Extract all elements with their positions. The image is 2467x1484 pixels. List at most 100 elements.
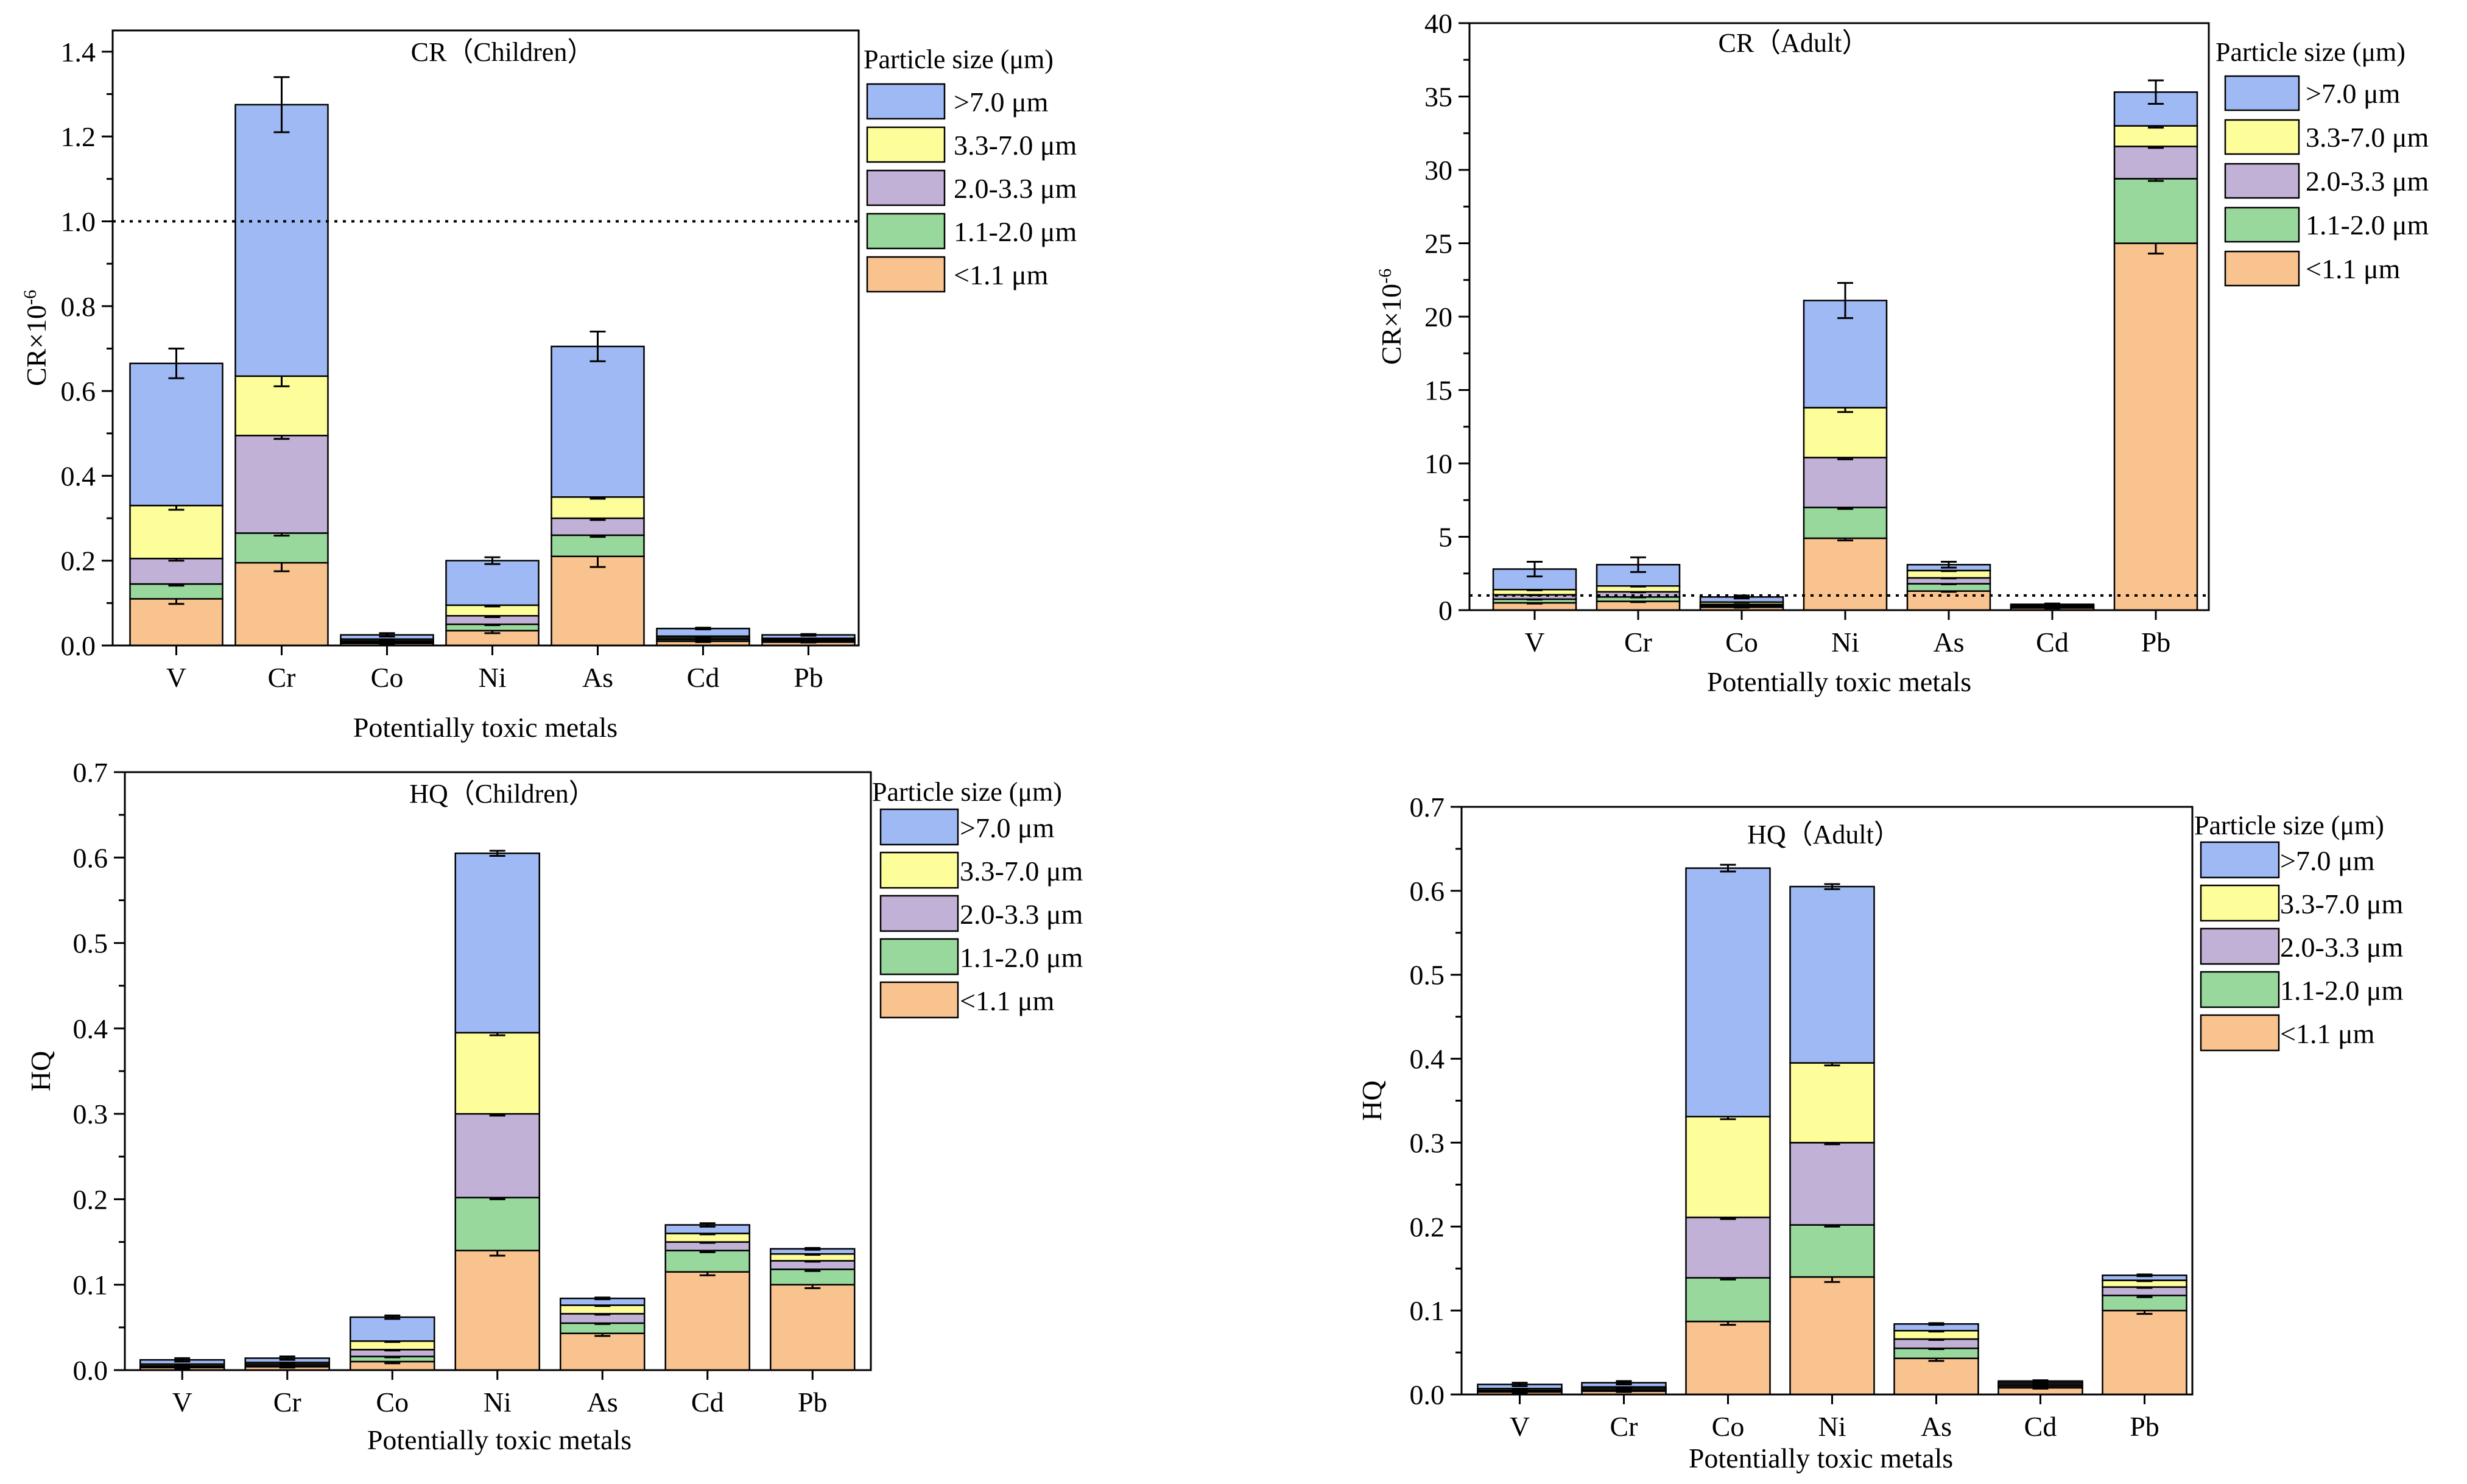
y-tick-label: 0.2 <box>61 546 96 577</box>
legend-title: Particle size (μm) <box>864 44 1054 74</box>
y-tick-label: 0.0 <box>73 1355 108 1386</box>
bar-segment-as-3 <box>551 496 645 519</box>
y-tick-label: 40 <box>1424 8 1452 39</box>
error-bar-co-4 <box>379 632 395 638</box>
x-axis-title: Potentially toxic metals <box>1689 1443 1953 1474</box>
bar-stack-ni <box>1789 883 1875 1396</box>
legend-label: 2.0-3.3 μm <box>2280 932 2403 963</box>
bar-segment-pb-1 <box>2113 178 2198 244</box>
legend-label: 3.3-7.0 μm <box>2280 888 2403 920</box>
plot-frame <box>111 29 860 647</box>
legend-swatch <box>2224 206 2300 243</box>
chart-hq-children: V Cr Co Ni As Cd Pb 0.0 0.1 0.2 0.3 0.4 0.5 0.6 0.7 HQ（… <box>25 757 1083 1455</box>
bar-segment-as-0 <box>1906 590 1991 611</box>
y-tick-label: 30 <box>1424 155 1452 186</box>
error-bar-pb-4 <box>800 633 817 637</box>
bar-segment-v-0 <box>129 598 223 647</box>
legend-swatch <box>2224 250 2300 287</box>
bar-stack-cd <box>1997 1379 2083 1396</box>
bar-stack-cr <box>234 76 329 647</box>
bar-stack-cr <box>1596 556 1681 611</box>
bar-stack-co <box>1699 594 1784 611</box>
chart-cr-adult: V Cr Co Ni As Cd Pb 0 5 10 15 20 25 30 35 40 CR（Adult） Po… <box>1375 8 2429 697</box>
x-tick-label: V <box>166 662 186 693</box>
legend-label: 1.1-2.0 μm <box>960 942 1083 973</box>
legend-label: 2.0-3.3 μm <box>2306 166 2429 197</box>
x-tick-label: V <box>1524 627 1544 658</box>
error-bar-as-4 <box>594 1296 611 1301</box>
bar-segment-as-0 <box>560 1332 646 1371</box>
x-tick-label: Cr <box>273 1387 301 1418</box>
bar-segment-as-0 <box>1893 1357 1979 1396</box>
bar-segment-ni-3 <box>1789 1062 1875 1144</box>
error-bar-v-4 <box>1512 1382 1528 1387</box>
chart-hq-adult: V Cr Co Ni As Cd Pb 0.0 0.1 0.2 0.3 0.4 0.5 0.6 0.7 HQ（… <box>1356 792 2403 1474</box>
bar-segment-ni-1 <box>1803 507 1888 540</box>
x-tick-label: As <box>1921 1411 1952 1442</box>
bar-stack-co <box>1685 863 1771 1396</box>
error-bar-co-4 <box>1720 863 1736 873</box>
bar-stack-pb <box>770 1247 856 1371</box>
y-tick-label: 0.5 <box>1410 960 1445 991</box>
bar-segment-cd-0 <box>664 1271 750 1371</box>
legend-label: <1.1 μm <box>2280 1018 2375 1049</box>
legend-label: >7.0 μm <box>2280 845 2375 876</box>
bar-segment-ni-1 <box>1789 1224 1875 1278</box>
error-bar-v-4 <box>168 347 185 379</box>
y-axis-title: CR×10-6 <box>1375 269 1407 365</box>
x-tick-label: Co <box>376 1387 409 1418</box>
error-bar-ni-4 <box>489 849 505 857</box>
x-tick-label: V <box>1510 1411 1530 1442</box>
bar-segment-as-0 <box>551 555 645 647</box>
bar-segment-cr-1 <box>234 532 329 564</box>
x-tick-label: As <box>587 1387 618 1418</box>
bar-segment-co-2 <box>1685 1216 1771 1279</box>
bar-segment-as-1 <box>551 534 645 557</box>
x-axis-title: Potentially toxic metals <box>353 712 618 743</box>
y-tick-label: 0.6 <box>1410 876 1445 907</box>
bar-segment-ni-0 <box>1803 537 1888 611</box>
legend-swatch <box>866 256 946 293</box>
x-tick-label: As <box>582 662 613 693</box>
bar-stack-cd <box>664 1222 750 1371</box>
y-tick-label: 0.7 <box>73 757 108 788</box>
bar-stack-v <box>129 347 223 647</box>
x-tick-label: Cd <box>2024 1411 2057 1442</box>
legend-swatch <box>879 895 959 932</box>
legend-label: <1.1 μm <box>960 985 1055 1016</box>
legend-swatch <box>2200 884 2280 922</box>
bar-stack-cd <box>2010 602 2095 611</box>
x-tick-label: Cr <box>268 662 296 693</box>
legend-label: 3.3-7.0 μm <box>2306 122 2429 153</box>
error-bar-cd-4 <box>695 627 711 631</box>
error-bar-co-4 <box>384 1314 401 1320</box>
x-tick-label: Cr <box>1610 1411 1638 1442</box>
legend-title: Particle size (μm) <box>2194 811 2384 840</box>
y-tick-label: 0.3 <box>73 1099 108 1130</box>
y-tick-label: 35 <box>1424 82 1452 113</box>
bar-segment-ni-0 <box>1789 1276 1875 1396</box>
legend-title: Particle size (μm) <box>872 777 1062 807</box>
bar-stack-cr <box>1581 1380 1667 1396</box>
bar-segment-pb-0 <box>2113 242 2198 611</box>
bar-segment-co-4 <box>1685 867 1771 1117</box>
error-bar-cd-4 <box>2044 602 2060 607</box>
legend-swatch <box>879 938 959 976</box>
bar-segment-v-4 <box>129 362 223 507</box>
bar-stack-co <box>340 632 434 647</box>
bar-segment-as-4 <box>551 345 645 498</box>
chart-title: HQ（Children） <box>409 779 596 809</box>
legend-label: 3.3-7.0 μm <box>954 130 1077 161</box>
x-tick-label: Co <box>371 662 404 693</box>
legend-swatch <box>2200 971 2280 1008</box>
y-tick-label: 0.8 <box>61 291 96 322</box>
legend-label: 2.0-3.3 μm <box>960 899 1083 930</box>
bar-stack-as <box>560 1296 646 1371</box>
error-bar-as-4 <box>589 331 606 362</box>
x-tick-label: Pb <box>2141 627 2171 658</box>
bar-stack-cd <box>656 627 750 647</box>
bar-segment-pb-0 <box>2102 1309 2187 1396</box>
bar-stack-pb <box>2102 1273 2187 1396</box>
x-axis-title: Potentially toxic metals <box>367 1424 632 1455</box>
x-tick-label: Cd <box>691 1387 724 1418</box>
